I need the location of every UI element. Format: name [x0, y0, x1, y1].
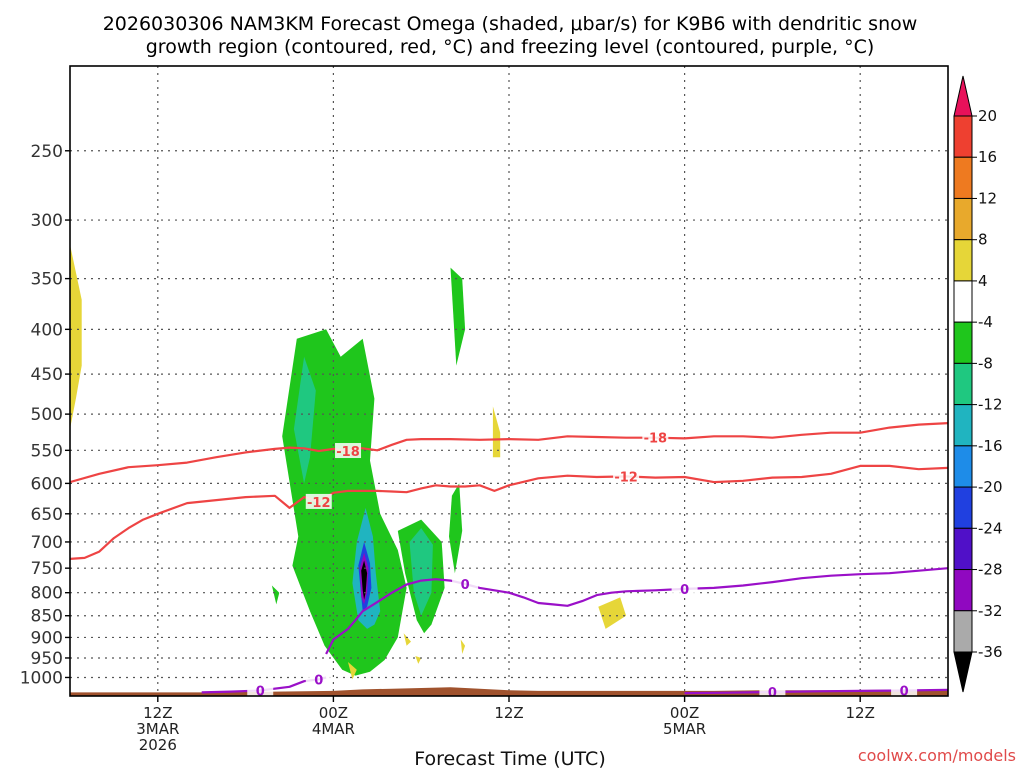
y-tick-label-350: 350 [31, 270, 63, 290]
y-tick-label-950: 950 [31, 649, 63, 669]
colorbar-bottom-arrow [953, 651, 973, 693]
x-tick-label-18-1: 4MAR [312, 720, 355, 738]
dgz-contour-label-1-1: -12 [614, 470, 638, 485]
y-tick-label-400: 400 [31, 320, 63, 340]
colorbar-swatch-3 [953, 239, 973, 282]
colorbar-swatch-0 [953, 115, 973, 158]
colorbar-swatch-9 [953, 486, 973, 529]
freezing-contour-label-0-0: 0 [461, 578, 470, 593]
dgz-contour-line-0 [70, 422, 948, 484]
colorbar-swatch-12 [953, 610, 973, 653]
colorbar-swatch-1 [953, 156, 973, 199]
y-tick-label-1000: 1000 [20, 668, 63, 688]
freezing-contour-label-bg-1-0 [247, 682, 274, 696]
freezing-contour-label-bg-1-1 [305, 671, 332, 687]
omega-region-0 [70, 244, 82, 429]
colorbar-swatch-6 [953, 362, 973, 406]
colorbar-label-4: 4 [978, 272, 988, 290]
colorbar-swatch-4 [953, 280, 973, 323]
omega-region-2 [293, 356, 316, 484]
colorbar-label-2: 12 [978, 189, 997, 207]
y-tick-label-800: 800 [31, 584, 63, 604]
colorbar-swatch-8 [953, 445, 973, 488]
x-tick-label-6-2: 2026 [139, 736, 177, 754]
freezing-contour-label-2-0: 0 [768, 686, 777, 701]
y-tick-label-850: 850 [31, 607, 63, 627]
chart-title-line2: growth region (contoured, red, °C) and f… [146, 36, 875, 58]
colorbar-swatch-10 [953, 527, 973, 571]
x-tick-label-30-0: 12Z [494, 704, 523, 722]
x-tick-label-6-0: 12Z [143, 704, 172, 722]
freezing-contour-label-0-1: 0 [680, 583, 689, 598]
x-tick-label-42-0: 00Z [670, 704, 699, 722]
colorbar-label-1: 16 [978, 148, 997, 166]
colorbar-label-10: -24 [978, 519, 1003, 537]
colorbar-label-13: -36 [978, 643, 1003, 661]
y-tick-label-900: 900 [31, 628, 63, 648]
colorbar-swatch-7 [953, 404, 973, 447]
omega-region-8 [409, 528, 433, 616]
freezing-contour-label-1-1: 0 [314, 673, 323, 688]
y-tick-label-650: 650 [31, 505, 63, 525]
y-tick-label-500: 500 [31, 405, 63, 425]
chart-title-line1: 2026030306 NAM3KM Forecast Omega (shaded… [103, 13, 918, 35]
x-axis-label: Forecast Time (UTC) [414, 748, 605, 768]
colorbar-label-8: -16 [978, 437, 1003, 455]
plot-area: -18 -18 -12 -12 0 0 0 0 0 0 250 300 350 400 450 500 550 6… [20, 65, 949, 754]
freezing-contour-label-bg-2-1 [891, 682, 918, 696]
dgz-contour-label-bg-1-1 [613, 468, 640, 484]
y-tick-label-600: 600 [31, 474, 63, 494]
x-tick-label-54-0: 12Z [846, 704, 875, 722]
omega-region-13 [598, 597, 627, 629]
omega-region-16 [415, 656, 422, 664]
colorbar-top-arrow [953, 75, 973, 117]
omega-region-12 [492, 406, 501, 458]
colorbar-swatch-2 [953, 197, 973, 241]
dgz-contour-label-bg-0-1 [642, 429, 669, 445]
omega-region-15 [403, 633, 411, 646]
colorbar-label-6: -8 [978, 354, 993, 372]
x-tick-label-18-0: 00Z [319, 704, 348, 722]
colorbar: 20 16 12 8 4 -4 -8 -12 -16 -20 -24 -28 -32 -36 [953, 75, 1003, 693]
y-tick-label-250: 250 [31, 142, 63, 162]
colorbar-label-12: -32 [978, 602, 1003, 620]
dgz-contour-label-bg-1-0 [305, 493, 332, 509]
omega-region-6 [361, 560, 368, 600]
colorbar-label-7: -12 [978, 396, 1003, 414]
omega-region-9 [449, 483, 463, 574]
omega-region-17 [460, 639, 466, 654]
dgz-contour-label-bg-0-0 [335, 443, 362, 459]
omega-region-10 [450, 267, 466, 366]
x-tick-label-6-1: 3MAR [136, 720, 179, 738]
colorbar-label-11: -28 [978, 561, 1003, 579]
y-tick-label-750: 750 [31, 559, 63, 579]
freezing-contour-label-bg-2-0 [759, 683, 786, 696]
y-tick-label-450: 450 [31, 365, 63, 385]
dgz-contour-label-1-0: -12 [307, 496, 331, 511]
dgz-contour-line-1 [70, 464, 948, 560]
site-credit: coolwx.com/models [858, 746, 1016, 765]
x-tick-label-42-1: 5MAR [663, 720, 706, 738]
freezing-contour-label-bg-0-0 [452, 576, 479, 592]
y-tick-label-550: 550 [31, 441, 63, 461]
freezing-contour-label-2-1: 0 [900, 685, 909, 700]
y-tick-label-300: 300 [31, 211, 63, 231]
colorbar-swatch-11 [953, 569, 973, 612]
omega-region-11 [271, 585, 280, 605]
dgz-contour-label-0-0: -18 [336, 445, 360, 460]
freezing-contour-label-bg-0-1 [671, 580, 698, 596]
colorbar-label-3: 8 [978, 231, 988, 249]
omega-region-14 [348, 662, 357, 680]
y-tick-label-700: 700 [31, 533, 63, 553]
colorbar-swatch-5 [953, 321, 973, 364]
dgz-contour-label-0-1: -18 [644, 432, 668, 447]
colorbar-label-5: -4 [978, 313, 993, 331]
freezing-contour-line-0 [325, 567, 948, 655]
colorbar-label-9: -20 [978, 478, 1003, 496]
freezing-contour-label-1-0: 0 [256, 685, 265, 700]
colorbar-label-0: 20 [978, 107, 997, 125]
plot-inner: -18 -18 -12 -12 0 0 0 0 0 0 [70, 66, 948, 701]
